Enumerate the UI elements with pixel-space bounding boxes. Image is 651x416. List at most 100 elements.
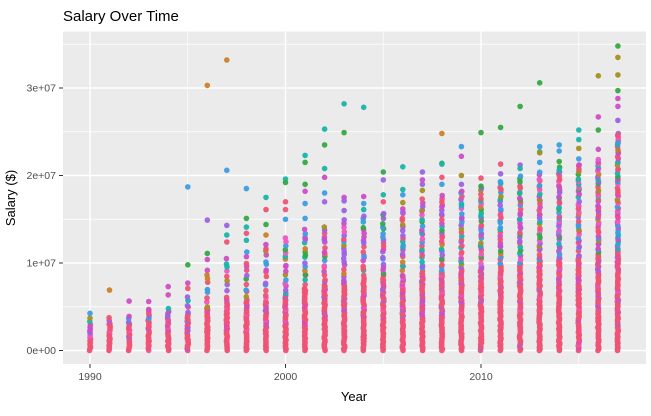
axes: 1990 2000 2010 0e+00 1e+07 2e+07 3e+07	[27, 83, 493, 384]
data-point	[302, 277, 308, 283]
data-point	[556, 183, 562, 189]
data-point	[458, 255, 465, 262]
data-point	[321, 174, 328, 181]
data-point	[615, 43, 621, 49]
data-point	[204, 272, 210, 278]
data-point	[399, 259, 406, 266]
data-point	[224, 167, 230, 174]
data-point	[556, 227, 562, 234]
data-point	[419, 212, 425, 218]
data-point	[497, 248, 504, 254]
data-point	[595, 114, 602, 120]
data-point	[595, 73, 602, 79]
data-point	[400, 199, 406, 206]
data-point	[459, 211, 465, 217]
data-point	[536, 143, 543, 150]
data-point	[301, 226, 308, 233]
data-point	[341, 242, 347, 249]
data-point	[595, 233, 602, 239]
data-point	[615, 95, 621, 102]
data-point	[106, 314, 112, 321]
panel-background	[63, 31, 646, 364]
data-point	[204, 299, 210, 305]
data-point	[223, 261, 230, 267]
data-point	[478, 183, 484, 189]
data-point	[322, 245, 328, 251]
data-point	[556, 199, 563, 205]
data-point	[517, 103, 523, 110]
data-point	[575, 218, 582, 225]
data-point	[185, 262, 191, 268]
data-point	[615, 140, 621, 146]
data-point	[321, 126, 328, 132]
data-point	[204, 267, 211, 274]
data-point	[556, 148, 562, 154]
data-point	[283, 243, 289, 249]
data-point	[87, 315, 93, 321]
data-point	[439, 130, 445, 137]
data-point	[439, 181, 445, 188]
data-point	[282, 235, 289, 241]
data-point	[419, 216, 425, 223]
data-point	[439, 174, 445, 181]
data-point	[360, 193, 367, 200]
data-point	[341, 101, 347, 107]
data-point	[517, 206, 524, 213]
data-points	[86, 43, 622, 354]
data-point	[224, 287, 230, 294]
data-point	[184, 302, 191, 309]
data-point	[360, 200, 367, 207]
y-tick-label: 2e+07	[27, 170, 57, 182]
data-point	[419, 223, 426, 229]
data-point	[478, 240, 484, 246]
data-point	[262, 292, 269, 299]
data-point	[556, 142, 562, 148]
data-point	[419, 169, 426, 175]
data-point	[165, 292, 171, 298]
data-point	[243, 253, 250, 260]
data-point	[302, 200, 308, 207]
y-tick-label: 0e+00	[27, 345, 57, 357]
data-point	[497, 224, 504, 231]
data-point	[321, 268, 327, 275]
data-point	[400, 206, 406, 212]
data-point	[400, 164, 406, 170]
data-point	[595, 146, 602, 153]
data-point	[263, 287, 269, 294]
data-point	[419, 187, 426, 194]
data-point	[263, 206, 269, 213]
data-point	[399, 222, 406, 228]
data-point	[497, 124, 504, 131]
data-point	[399, 251, 406, 257]
data-point	[517, 183, 523, 190]
data-point	[282, 179, 289, 186]
data-point	[576, 162, 582, 168]
data-point	[517, 173, 524, 179]
data-point	[615, 103, 621, 110]
data-point	[184, 294, 191, 300]
data-point	[419, 259, 425, 265]
data-point	[165, 305, 172, 312]
data-point	[478, 191, 484, 198]
data-point	[302, 215, 308, 222]
data-point	[321, 249, 328, 255]
data-point	[595, 203, 601, 209]
data-point	[224, 273, 230, 280]
data-point	[263, 232, 269, 238]
data-point	[106, 287, 113, 293]
data-point	[302, 181, 308, 188]
data-point	[399, 267, 406, 274]
data-point	[478, 222, 485, 229]
data-point	[458, 249, 465, 256]
data-point	[244, 272, 250, 279]
data-point	[204, 217, 211, 223]
data-point	[243, 287, 249, 293]
data-point	[399, 215, 406, 222]
data-point	[223, 294, 230, 301]
data-point	[360, 104, 367, 111]
data-point	[341, 229, 348, 235]
data-point	[360, 249, 367, 255]
data-point	[341, 224, 347, 231]
data-point	[204, 250, 211, 257]
data-point	[243, 237, 250, 244]
